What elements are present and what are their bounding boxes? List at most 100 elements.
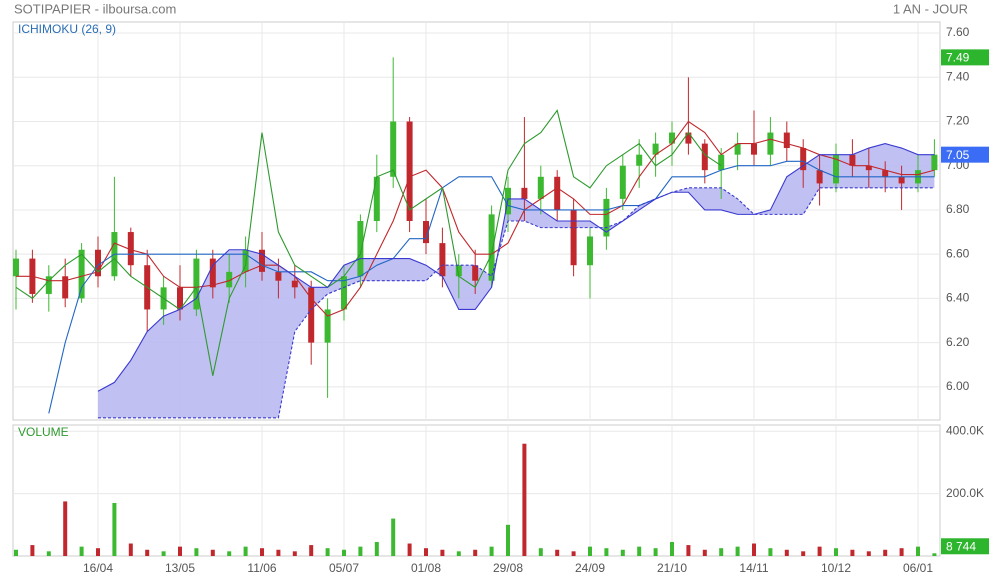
volume-bar: [358, 546, 363, 556]
cloud: [98, 143, 935, 418]
x-tick-label: 24/09: [575, 561, 605, 575]
volume-bar: [883, 549, 888, 556]
chart-title: SOTIPAPIER - ilboursa.com: [14, 1, 176, 16]
volume-bar: [916, 546, 920, 556]
volume-bar: [440, 549, 445, 556]
candle-body: [357, 221, 364, 277]
volume-bar: [604, 548, 609, 556]
volume-bar: [866, 551, 871, 556]
volume-bar: [768, 548, 773, 556]
candle-body: [291, 280, 298, 288]
candle-body: [209, 258, 216, 288]
y-tick-label: 400.0K: [946, 423, 984, 437]
volume-bar: [243, 546, 248, 556]
price-marker-label: 7.49: [946, 51, 970, 65]
candle-body: [373, 176, 380, 221]
volume-bar: [407, 543, 412, 556]
candle-body: [275, 271, 282, 281]
candle-body: [718, 154, 725, 171]
volume-bar: [538, 548, 543, 556]
volume-bar: [342, 549, 346, 556]
candle-body: [816, 170, 823, 184]
candle-body: [488, 214, 495, 281]
candle-body: [751, 143, 757, 155]
candle-body: [882, 170, 889, 177]
volume-bar: [834, 548, 838, 556]
candle-body: [308, 287, 315, 343]
price-marker: [941, 146, 989, 163]
candle-body: [783, 132, 790, 149]
candle-body: [455, 265, 462, 277]
indicator-line: [16, 120, 935, 317]
candle-body: [423, 221, 429, 244]
price-marker-label: 7.05: [946, 148, 970, 162]
volume-label: VOLUME: [18, 425, 69, 439]
volume-bar: [112, 502, 117, 556]
volume-bar: [260, 548, 264, 556]
volume-bar: [506, 524, 510, 556]
candle-body: [127, 232, 134, 266]
price-marker: [941, 49, 989, 66]
candle-body: [259, 249, 265, 272]
labels: 16/04 13/05 11/06 05/07 01/08 29/08 24/09 21/10…: [18, 22, 989, 575]
x-tick-label: 29/08: [493, 561, 523, 575]
indicator-label: ICHIMOKU (26, 9): [18, 22, 116, 36]
candle-body: [62, 276, 69, 299]
volume-bar: [473, 549, 478, 556]
candle-body: [521, 187, 528, 199]
y-tick-label: 6.20: [946, 335, 970, 349]
volume-plot: [13, 425, 940, 556]
volume-bar: [588, 546, 592, 556]
volume-bar: [801, 551, 806, 556]
candle-body: [636, 154, 643, 166]
x-tick-label: 05/07: [329, 561, 359, 575]
volume-bar: [128, 543, 133, 556]
volume-bar: [932, 553, 937, 556]
volume-bar: [752, 543, 756, 556]
volume-bar: [145, 549, 150, 556]
candle-body: [800, 148, 807, 171]
volume-bar: [702, 549, 707, 556]
candle-body: [833, 154, 839, 184]
indicator-line: [98, 187, 935, 419]
volume-bar: [30, 545, 35, 556]
price-panel: [12, 21, 941, 421]
candle-body: [587, 236, 593, 266]
candle-body: [390, 121, 397, 177]
candle-body: [849, 154, 856, 166]
volume-bar: [374, 541, 379, 556]
volume-bar: [210, 549, 215, 556]
indicator-line: [15, 109, 722, 376]
candle-body: [898, 176, 905, 184]
volume-bar: [178, 546, 182, 556]
candle-body: [341, 276, 347, 310]
volume-bar: [325, 548, 330, 556]
volume-bar: [850, 549, 855, 556]
candle-body: [45, 276, 52, 294]
candle-body: [767, 132, 774, 155]
candle-body: [406, 121, 413, 221]
candle-body: [439, 243, 446, 277]
y-tick-label: 7.40: [946, 69, 970, 83]
candle-body: [603, 198, 610, 237]
candle-body: [13, 258, 19, 277]
y-tick-label: 7.20: [946, 114, 970, 128]
volume-bar: [46, 551, 51, 556]
volume-bar: [719, 548, 724, 556]
volume-bar: [686, 545, 691, 556]
volume-bar: [14, 549, 18, 556]
price-plot: [13, 22, 940, 420]
volume-bar: [784, 549, 789, 556]
candle-body: [472, 265, 479, 281]
candle-body: [226, 271, 233, 288]
volume-bar: [670, 541, 674, 556]
volume-bar: [276, 549, 281, 556]
volume-bar: [522, 443, 527, 556]
volume-bar: [489, 546, 494, 556]
indicator-line: [97, 143, 935, 392]
candle-body: [931, 154, 938, 171]
x-tick-label: 06/01: [903, 561, 933, 575]
x-tick-label: 14/11: [739, 561, 768, 575]
period: 1 AN - JOUR: [893, 1, 968, 16]
